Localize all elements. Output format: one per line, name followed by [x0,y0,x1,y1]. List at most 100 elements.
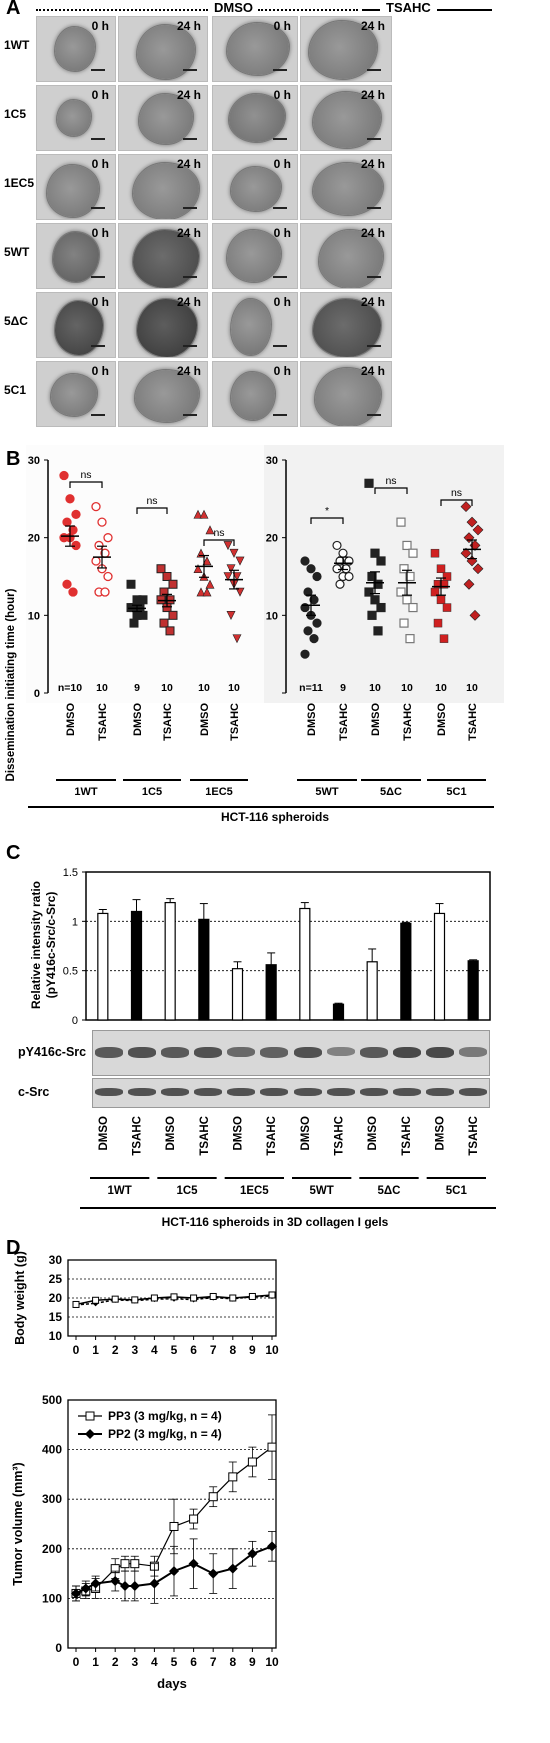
spheroid-micrograph: 0 h [36,223,116,289]
spheroid [313,299,381,357]
data-point [193,509,203,519]
x-tick-label: 0 [73,1343,80,1357]
data-point [364,478,374,488]
data-point [168,579,178,589]
spheroid-micrograph: 0 h [212,361,298,427]
blot-band [94,1088,123,1096]
image-row-label: 5C1 [4,383,27,397]
x-tick-label: 0 [73,1655,80,1669]
data-point [94,540,104,551]
n-label: 10 [198,682,210,694]
x-tick-label: 3 [131,1343,138,1357]
spheroid [309,21,377,79]
data-point [168,610,178,620]
category-label-group: TSAHC [132,1116,144,1156]
data-point [226,564,236,574]
y-axis-label: Tumor volume (mm³) [11,1462,25,1585]
data-point [193,564,203,574]
n-label: n=10 [58,682,82,694]
data-point [300,649,310,659]
category-label: DMSO [233,1116,245,1151]
spheroid [47,165,99,217]
data-point [205,525,215,535]
spheroid-micrograph: 24 h [118,154,208,220]
time-label: 0 h [91,157,109,171]
spheroid [57,100,91,136]
data-point [208,1568,219,1579]
data-point [232,572,242,582]
time-label: 24 h [360,88,385,102]
category-label: DMSO [300,1116,312,1151]
spheroid-micrograph: 0 h [212,292,298,358]
data-point [267,1442,277,1452]
x-tick-label: 5 [171,1655,178,1669]
x-tick-label: 7 [210,1655,217,1669]
data-point [71,1588,81,1599]
blot-band [160,1047,189,1058]
significance-label: ns [146,495,157,507]
time-label: 0 h [91,19,109,33]
x-axis-label: days [157,1676,187,1691]
data-point [267,1541,277,1552]
spheroid [51,374,97,416]
y-tick-label: 1 [72,916,78,928]
spheroid-micrograph: 24 h [300,85,392,151]
x-tick-label: 8 [229,1655,236,1669]
group-label: 1WT [108,1185,132,1197]
y-tick-label: 0 [72,1015,78,1027]
group-label: 1EC5 [240,1185,269,1197]
time-label: 24 h [360,226,385,240]
data-point [472,524,484,536]
y-tick-label: 0 [55,1641,62,1655]
data-point [103,571,113,582]
data-point [344,571,354,582]
data-point [430,548,440,558]
blot-band [194,1047,223,1059]
data-point [332,564,342,574]
category-label-group: TSAHC [199,1116,211,1156]
bar [198,918,210,1021]
x-tick-label: 4 [151,1655,158,1669]
spheroid-micrograph: 24 h [300,154,392,220]
data-point [227,1563,238,1574]
data-point [235,556,245,566]
data-point [226,611,236,621]
blot-band [260,1047,289,1058]
time-label: 24 h [176,226,201,240]
spheroid-micrograph: 24 h [300,223,392,289]
column-label-group: TSAHC [229,703,241,741]
significance-label: ns [80,469,91,481]
data-point [235,587,245,597]
category-label-group: DMSO [367,1116,379,1151]
column-label: DMSO [306,703,318,736]
data-point [100,587,110,597]
n-label: n=11 [299,682,323,694]
data-point [131,1296,139,1304]
data-point [209,1292,217,1300]
column-label-group: TSAHC [338,703,350,741]
category-label: DMSO [435,1116,447,1151]
blot-band [459,1088,488,1096]
data-point [399,564,409,574]
spheroid-micrograph: 0 h [36,292,116,358]
y-tick-label: 30 [266,455,278,467]
data-point [405,571,415,582]
data-point [373,579,383,589]
data-point [247,1548,258,1559]
data-point [405,634,415,644]
spheroid [139,94,193,144]
group-label: 5WT [310,1185,334,1197]
x-tick-label: 2 [112,1343,119,1357]
significance-bracket [310,517,344,524]
data-point [111,1295,119,1303]
y-tick-label: 20 [28,533,40,545]
data-point [91,501,101,512]
y-tick-label: 10 [49,1329,63,1343]
data-point [442,603,452,612]
spheroid-micrograph: 24 h [300,292,392,358]
x-tick-label: 9 [249,1343,256,1357]
plot-frame [67,1259,277,1337]
data-point [442,572,452,581]
spheroid [53,232,99,282]
subplot-background [26,445,268,703]
